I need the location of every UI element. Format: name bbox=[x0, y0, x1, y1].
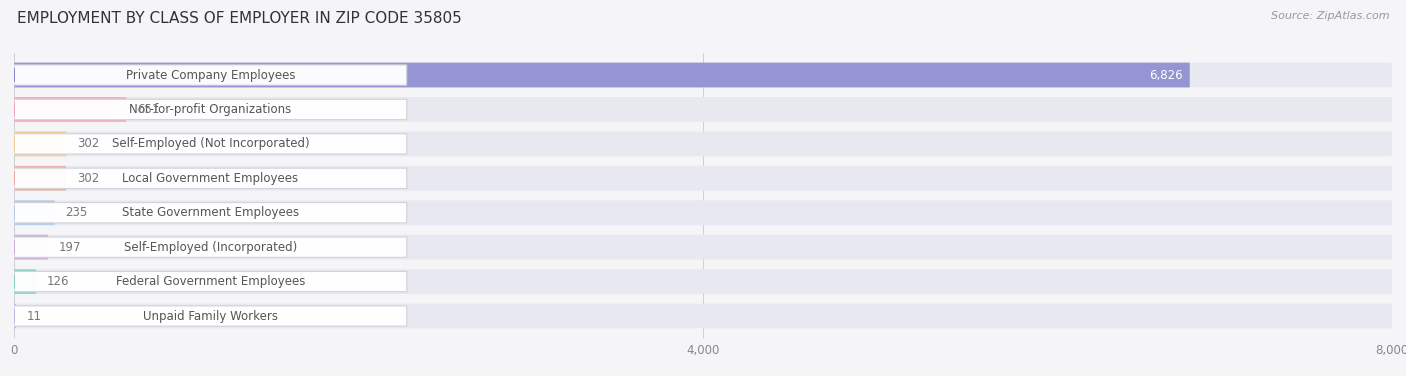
FancyBboxPatch shape bbox=[14, 134, 406, 154]
Text: Source: ZipAtlas.com: Source: ZipAtlas.com bbox=[1271, 11, 1389, 21]
Text: 197: 197 bbox=[59, 241, 82, 254]
FancyBboxPatch shape bbox=[14, 235, 1392, 259]
Text: Local Government Employees: Local Government Employees bbox=[122, 172, 298, 185]
Text: Self-Employed (Incorporated): Self-Employed (Incorporated) bbox=[124, 241, 297, 254]
FancyBboxPatch shape bbox=[14, 168, 406, 188]
Text: 651: 651 bbox=[138, 103, 160, 116]
FancyBboxPatch shape bbox=[14, 200, 55, 225]
FancyBboxPatch shape bbox=[14, 166, 1392, 191]
FancyBboxPatch shape bbox=[14, 203, 406, 223]
FancyBboxPatch shape bbox=[14, 306, 406, 326]
Text: EMPLOYMENT BY CLASS OF EMPLOYER IN ZIP CODE 35805: EMPLOYMENT BY CLASS OF EMPLOYER IN ZIP C… bbox=[17, 11, 461, 26]
FancyBboxPatch shape bbox=[14, 132, 1392, 156]
FancyBboxPatch shape bbox=[14, 166, 66, 191]
FancyBboxPatch shape bbox=[14, 237, 406, 257]
FancyBboxPatch shape bbox=[14, 235, 48, 259]
FancyBboxPatch shape bbox=[14, 132, 66, 156]
FancyBboxPatch shape bbox=[14, 271, 406, 292]
Text: Not-for-profit Organizations: Not-for-profit Organizations bbox=[129, 103, 291, 116]
FancyBboxPatch shape bbox=[14, 269, 35, 294]
FancyBboxPatch shape bbox=[14, 65, 406, 85]
Text: Unpaid Family Workers: Unpaid Family Workers bbox=[143, 309, 278, 323]
FancyBboxPatch shape bbox=[14, 200, 1392, 225]
FancyBboxPatch shape bbox=[14, 304, 15, 328]
FancyBboxPatch shape bbox=[14, 97, 1392, 122]
Text: Private Company Employees: Private Company Employees bbox=[125, 68, 295, 82]
FancyBboxPatch shape bbox=[14, 63, 1189, 87]
FancyBboxPatch shape bbox=[14, 269, 1392, 294]
Text: 302: 302 bbox=[77, 137, 100, 150]
FancyBboxPatch shape bbox=[14, 97, 127, 122]
Text: 302: 302 bbox=[77, 172, 100, 185]
Text: 235: 235 bbox=[66, 206, 87, 219]
Text: State Government Employees: State Government Employees bbox=[122, 206, 299, 219]
Text: 11: 11 bbox=[27, 309, 42, 323]
Text: 6,826: 6,826 bbox=[1149, 68, 1182, 82]
Text: Self-Employed (Not Incorporated): Self-Employed (Not Incorporated) bbox=[111, 137, 309, 150]
Text: 126: 126 bbox=[46, 275, 69, 288]
Text: Federal Government Employees: Federal Government Employees bbox=[115, 275, 305, 288]
FancyBboxPatch shape bbox=[14, 63, 1392, 87]
FancyBboxPatch shape bbox=[14, 99, 406, 120]
FancyBboxPatch shape bbox=[14, 304, 1392, 328]
